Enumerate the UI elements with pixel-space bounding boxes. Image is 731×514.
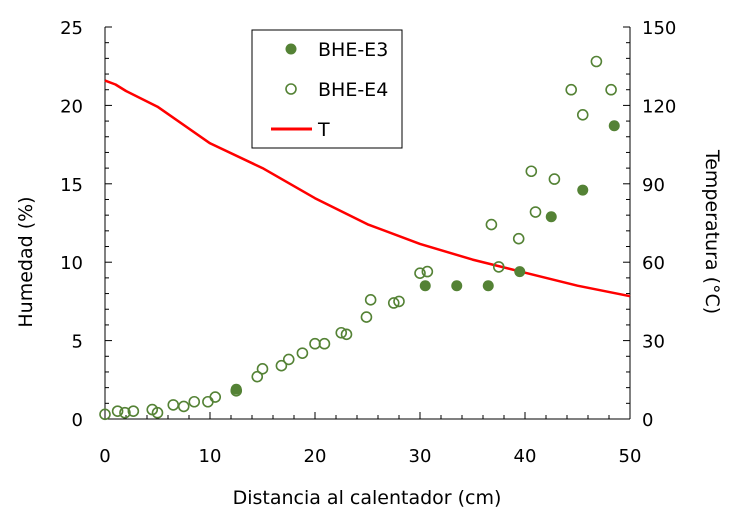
point-bhe-e4 (188, 395, 201, 408)
legend-item-bhe-e4: BHE-E4 (285, 79, 388, 101)
y-tick-label: 5 (72, 332, 83, 353)
y2-tick-label: 90 (642, 175, 665, 196)
x-tick-label: 50 (619, 446, 642, 467)
y2-tick-label: 30 (642, 332, 665, 353)
y2-tick-label: 60 (642, 253, 665, 274)
point-bhe-e4 (512, 232, 525, 245)
point-bhe-e4 (485, 218, 498, 231)
point-bhe-e4 (340, 328, 353, 341)
legend-item-bhe-e3: BHE-E3 (285, 39, 388, 61)
x-axis-title: Distancia al calentador (cm) (233, 487, 502, 509)
point-bhe-e3 (514, 266, 526, 278)
point-bhe-e4 (209, 391, 222, 403)
point-bhe-e4 (256, 363, 269, 375)
point-bhe-e4 (335, 326, 348, 339)
point-bhe-e4 (525, 165, 538, 178)
point-bhe-e4 (275, 359, 288, 372)
point-bhe-e4 (393, 295, 405, 308)
point-bhe-e4 (318, 337, 331, 350)
legend-marker-open-circle (285, 83, 297, 95)
y-tick-label: 10 (60, 253, 83, 274)
y-tick-label: 20 (60, 96, 83, 117)
point-bhe-e4 (565, 83, 578, 96)
point-bhe-e4 (492, 261, 505, 273)
legend: BHE-E3 BHE-E4 T (251, 29, 403, 149)
x-tick-label: 40 (514, 446, 537, 467)
point-bhe-e4 (251, 370, 264, 383)
y-tick-label: 15 (60, 175, 83, 196)
point-bhe-e4 (202, 395, 214, 408)
point-bhe-e4 (167, 399, 180, 411)
y-axis-title: Humedad (%) (15, 196, 37, 327)
point-bhe-e3 (419, 280, 431, 292)
legend-label-t: T (317, 119, 330, 141)
x-tick-label: 30 (409, 446, 432, 467)
point-bhe-e4 (151, 406, 164, 419)
legend-label-bhe-e3: BHE-E3 (318, 39, 388, 61)
point-bhe-e3 (482, 280, 494, 292)
y2-tick-label: 120 (642, 96, 676, 117)
point-bhe-e4 (576, 109, 589, 121)
x-tick-label: 0 (99, 446, 110, 467)
point-bhe-e4 (548, 173, 561, 185)
point-bhe-e4 (364, 294, 377, 306)
legend-marker-filled-circle (285, 43, 297, 55)
y-tick-label: 25 (60, 18, 83, 39)
point-bhe-e4 (119, 406, 131, 419)
point-bhe-e4 (387, 297, 400, 309)
point-bhe-e4 (177, 400, 190, 413)
point-bhe-e4 (605, 83, 617, 96)
y2-tick-label: 0 (642, 410, 653, 431)
point-bhe-e4 (127, 405, 140, 417)
x-tick-label: 20 (304, 446, 327, 467)
scatter-points (99, 55, 620, 421)
point-bhe-e4 (360, 311, 373, 323)
x-tick-label: 10 (199, 446, 222, 467)
point-bhe-e4 (111, 405, 124, 417)
point-bhe-e3 (451, 280, 463, 292)
legend-label-bhe-e4: BHE-E4 (318, 79, 388, 101)
point-bhe-e4 (282, 353, 295, 366)
y2-axis-title: Temperatura (°C) (701, 149, 723, 314)
y-tick-label: 0 (72, 410, 83, 431)
point-bhe-e4 (590, 55, 603, 68)
point-bhe-e3 (545, 211, 557, 223)
point-bhe-e4 (309, 337, 321, 350)
point-bhe-e3 (577, 184, 589, 196)
point-bhe-e4 (99, 408, 111, 421)
point-bhe-e4 (414, 267, 426, 279)
point-bhe-e4 (529, 206, 542, 218)
y2-tick-label: 150 (642, 18, 676, 39)
point-bhe-e4 (421, 265, 434, 278)
point-bhe-e3 (608, 120, 620, 132)
point-bhe-e4 (230, 384, 243, 397)
point-bhe-e4 (296, 347, 309, 359)
legend-item-t: T (271, 119, 330, 141)
